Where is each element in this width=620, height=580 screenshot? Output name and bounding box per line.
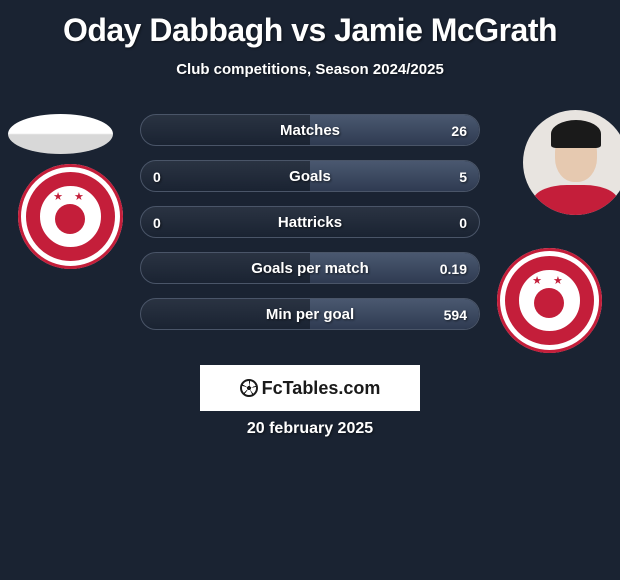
watermark-text: FcTables.com bbox=[262, 378, 381, 399]
player-right-avatar bbox=[523, 110, 620, 215]
stat-row-min-per-goal: Min per goal 594 bbox=[140, 298, 480, 330]
stat-label: Min per goal bbox=[141, 299, 479, 330]
stat-right-value: 594 bbox=[444, 299, 467, 330]
stat-label: Matches bbox=[141, 115, 479, 146]
stat-row-goals: 0 Goals 5 bbox=[140, 160, 480, 192]
watermark: FcTables.com bbox=[200, 365, 420, 411]
stat-right-value: 5 bbox=[459, 161, 467, 192]
stat-row-goals-per-match: Goals per match 0.19 bbox=[140, 252, 480, 284]
stat-row-matches: Matches 26 bbox=[140, 114, 480, 146]
page-title: Oday Dabbagh vs Jamie McGrath bbox=[0, 0, 620, 49]
badge-ball-icon bbox=[534, 288, 564, 318]
stat-row-hattricks: 0 Hattricks 0 bbox=[140, 206, 480, 238]
stats-bars: Matches 26 0 Goals 5 0 Hattricks 0 Goals… bbox=[140, 114, 480, 344]
player-left-avatar bbox=[8, 114, 113, 154]
stat-right-value: 0.19 bbox=[440, 253, 467, 284]
footer-date: 20 february 2025 bbox=[0, 420, 620, 438]
stat-right-value: 0 bbox=[459, 207, 467, 238]
watermark-ball-icon bbox=[240, 379, 258, 397]
player-left-club-badge: ★ ★ bbox=[18, 164, 123, 269]
stat-right-value: 26 bbox=[451, 115, 467, 146]
comparison-panel: ★ ★ ★ ★ Matches 26 0 Goals 5 bbox=[0, 108, 620, 348]
stat-label: Goals per match bbox=[141, 253, 479, 284]
badge-stars-icon: ★ ★ bbox=[497, 274, 602, 287]
badge-ball-icon bbox=[55, 204, 85, 234]
stat-label: Goals bbox=[141, 161, 479, 192]
badge-stars-icon: ★ ★ bbox=[18, 190, 123, 203]
subtitle: Club competitions, Season 2024/2025 bbox=[0, 61, 620, 78]
player-right-club-badge: ★ ★ bbox=[497, 248, 602, 353]
stat-label: Hattricks bbox=[141, 207, 479, 238]
